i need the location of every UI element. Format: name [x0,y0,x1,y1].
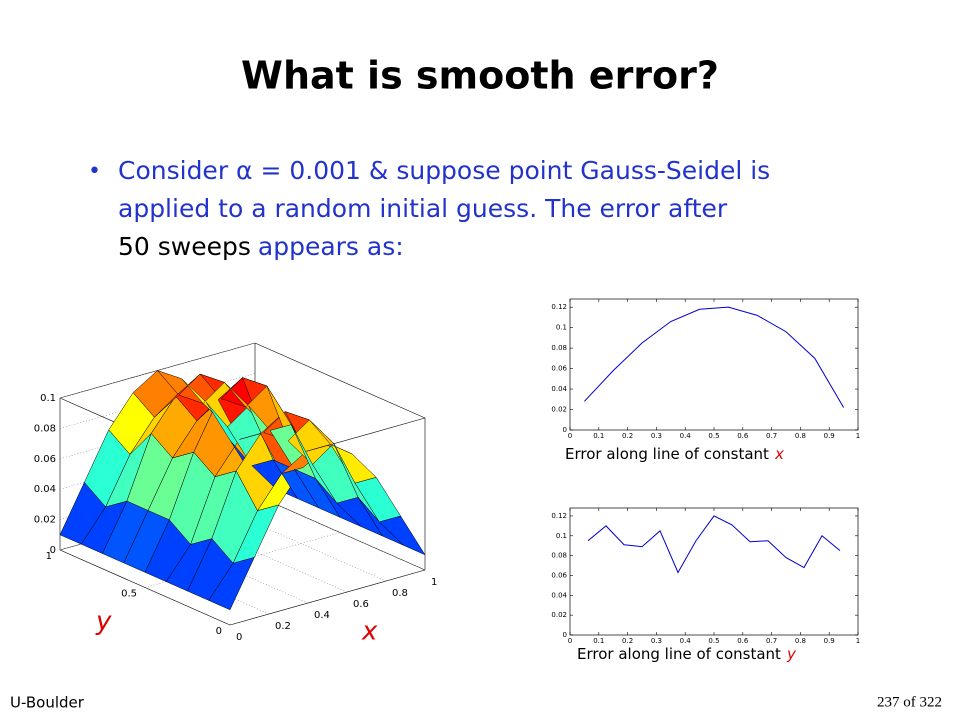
x-axis-label: x [361,617,378,647]
y-tick-label: 0 [563,631,567,639]
x-tick-label: 1 [431,577,437,588]
y-tick-label: 0.08 [551,552,567,560]
x-tick-label: 0 [568,637,572,645]
footer-right: 237 of 322 [877,694,942,710]
x-tick-label: 0.3 [651,432,662,440]
x-tick-label: 0.8 [392,588,408,599]
x-tick-label: 0.8 [795,432,806,440]
bullet-text: Consider α = 0.001 & suppose point Gauss… [118,156,770,261]
y-tick-label: 0.08 [551,344,567,352]
x-tick-label: 0.2 [622,637,633,645]
y-tick-label: 0 [216,626,222,637]
caption: Error along line of constant x [565,445,784,463]
x-tick-label: 0.5 [708,432,719,440]
x-tick-label: 0.2 [622,432,633,440]
x-tick-label: 0 [568,432,572,440]
caption-text: Error along line of constant [565,445,769,463]
z-tick-label: 0.06 [34,454,56,465]
body-line: applied to a random initial guess. The e… [118,194,728,223]
z-tick-label: 0.02 [34,515,56,526]
x-tick-label: 0.6 [737,432,749,440]
y-tick-label: 0.06 [551,571,567,579]
grid-line [215,505,387,582]
x-tick-label: 0 [236,632,242,643]
y-axis-label: y [95,607,112,637]
z-tick-label: 0.1 [40,393,56,404]
x-tick-label: 0.4 [680,637,692,645]
x-tick-label: 0.4 [314,610,330,621]
x-tick-label: 0.3 [651,637,662,645]
y-tick-label: 0.12 [551,512,567,520]
data-line [584,306,845,408]
slide-title: What is smooth error? [241,54,719,98]
data-line [587,515,841,574]
axis-box [254,342,426,419]
x-tick-label: 0.8 [795,637,806,645]
x-tick-label: 0.4 [680,432,692,440]
grid-line [98,538,270,615]
y-tick-label: 0.1 [556,324,567,332]
body-line: 50 sweeps appears as: [118,232,404,261]
grid-line [254,494,426,571]
y-tick-label: 0.02 [551,611,567,619]
text-span: appears as: [258,232,404,261]
caption-variable: y [786,645,797,663]
z-tick-label: 0.04 [34,484,56,495]
caption: Error along line of constant y [577,645,797,663]
y-tick-label: 0.1 [556,532,567,540]
text-span: Consider α = 0.001 & suppose point Gauss… [118,156,770,185]
y-tick-label: 0.02 [551,406,567,414]
y-tick-label: 0.06 [551,365,567,373]
x-tick-label: 0.6 [353,599,369,610]
x-tick-label: 0.9 [824,637,835,645]
x-tick-label: 0.7 [766,432,777,440]
x-tick-label: 1 [856,637,860,645]
y-tick-label: 0.04 [551,591,567,599]
bullet: • [88,159,101,184]
y-tick-label: 0.5 [121,589,137,600]
text-span: 50 sweeps [118,232,251,261]
body-line: Consider α = 0.001 & suppose point Gauss… [118,156,770,185]
x-tick-label: 0.6 [737,637,749,645]
y-tick-label: 0 [563,426,567,434]
z-tick-label: 0.08 [34,423,56,434]
axis-line [229,569,426,626]
surface-patch [378,515,426,556]
grid-line [59,342,256,399]
y-tick-label: 0.04 [551,385,567,393]
grid-line [176,516,348,593]
x-tick-label: 0.1 [593,432,604,440]
grid-line [137,527,309,604]
y-tick-label: 1 [46,551,52,562]
axis-line [59,549,231,626]
y-tick-label: 0.12 [551,303,567,311]
caption-variable: x [774,445,784,463]
x-tick-label: 0.5 [708,637,719,645]
x-tick-label: 0.2 [275,621,291,632]
x-tick-label: 0.9 [824,432,835,440]
text-span: applied to a random initial guess. The e… [118,194,728,223]
footer-left: U-Boulder [10,694,85,712]
x-tick-label: 1 [856,432,860,440]
z-tick-label: 0 [50,545,56,556]
x-tick-label: 0.7 [766,637,777,645]
x-tick-label: 0.1 [593,637,604,645]
caption-text: Error along line of constant [577,645,781,663]
